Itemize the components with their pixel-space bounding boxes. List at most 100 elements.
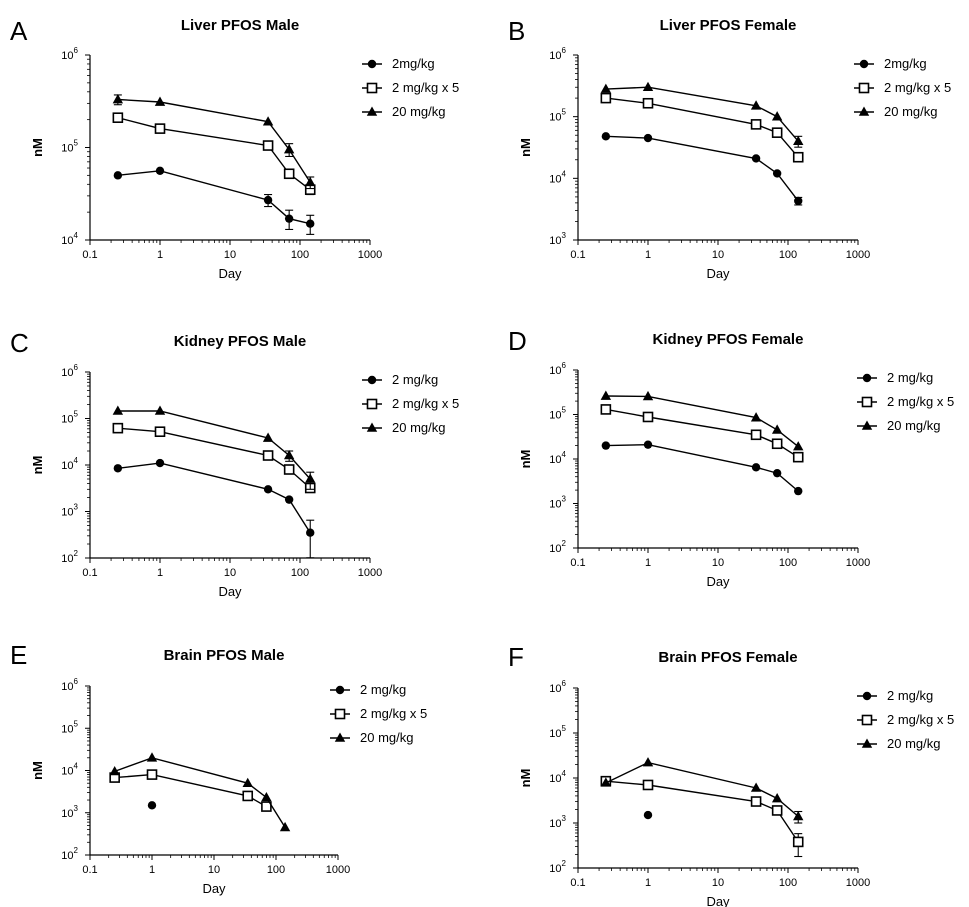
y-tick-exponent: 3 — [562, 231, 567, 240]
chart-title: Kidney PFOS Male — [174, 333, 307, 350]
series-line — [117, 117, 311, 191]
y-tick-label: 103 — [549, 814, 566, 830]
legend: 2mg/kg 2 mg/kg x 5 20 mg/kg — [362, 56, 459, 119]
legend-marker — [861, 420, 873, 430]
data-point — [642, 411, 654, 423]
data-point — [794, 486, 803, 496]
x-tick-label: 10 — [712, 877, 724, 889]
y-tick-exponent: 5 — [562, 108, 567, 117]
y-tick-label: 105 — [61, 139, 78, 155]
data-point — [600, 777, 612, 787]
data-point — [283, 450, 295, 460]
data-point — [751, 463, 761, 472]
x-tick-label: 0.1 — [82, 567, 97, 579]
data-point — [262, 432, 274, 442]
legend-label: 2 mg/kg x 5 — [360, 706, 427, 721]
y-tick-base: 10 — [61, 553, 73, 565]
series-1 — [600, 775, 804, 858]
y-tick-exponent: 3 — [562, 814, 567, 823]
data-point — [642, 779, 654, 791]
legend-marker — [861, 738, 873, 748]
data-point — [112, 112, 124, 123]
series-1 — [109, 769, 272, 812]
data-point — [283, 168, 295, 180]
data-point — [284, 214, 294, 223]
y-tick-base: 10 — [61, 367, 73, 379]
y-tick-base: 10 — [61, 723, 73, 735]
legend-marker — [367, 375, 377, 385]
series-1 — [600, 92, 804, 163]
y-tick-base: 10 — [549, 543, 561, 555]
y-tick-label: 103 — [61, 804, 78, 820]
legend-label: 2 mg/kg — [360, 682, 406, 697]
legend-label: 2mg/kg — [884, 56, 927, 71]
y-tick-label: 106 — [549, 46, 566, 62]
data-point — [279, 821, 291, 832]
x-axis-label: Day — [218, 266, 242, 281]
data-point — [284, 495, 294, 504]
legend-marker — [858, 82, 870, 94]
data-point — [750, 429, 762, 441]
data-point — [112, 405, 124, 415]
data-point — [771, 424, 783, 434]
legend-label: 2 mg/kg x 5 — [887, 712, 954, 727]
legend-marker — [366, 106, 378, 116]
y-tick-exponent: 5 — [74, 410, 79, 419]
data-point — [261, 791, 272, 802]
y-tick-base: 10 — [549, 454, 561, 466]
data-point — [262, 450, 274, 461]
chart-title: Liver PFOS Male — [181, 17, 299, 34]
x-tick-label: 1 — [645, 877, 651, 889]
legend-marker — [859, 59, 869, 69]
legend-marker — [367, 59, 377, 69]
legend-label: 20 mg/kg — [392, 420, 445, 435]
x-tick-label: 10 — [712, 557, 724, 569]
series-line — [117, 410, 311, 480]
y-tick-base: 10 — [61, 50, 73, 62]
data-point — [154, 405, 166, 415]
y-tick-label: 103 — [549, 231, 566, 247]
legend-marker — [861, 714, 873, 726]
data-point — [305, 176, 316, 187]
chart-title: Brain PFOS Male — [164, 647, 285, 664]
y-tick-base: 10 — [61, 681, 73, 693]
y-tick-base: 10 — [549, 728, 561, 740]
legend-label: 2 mg/kg x 5 — [887, 394, 954, 409]
y-tick-label: 105 — [549, 724, 566, 740]
y-tick-exponent: 2 — [74, 549, 79, 558]
panel-label: D — [508, 326, 527, 356]
data-point — [792, 836, 804, 848]
y-axis-label: nM — [518, 138, 533, 157]
legend: 2 mg/kg 2 mg/kg x 5 20 mg/kg — [362, 372, 459, 435]
legend-marker — [861, 396, 873, 408]
x-tick-label: 100 — [779, 557, 797, 569]
series-1 — [112, 112, 316, 196]
chart-title: Liver PFOS Female — [660, 17, 797, 34]
legend-label: 2mg/kg — [392, 56, 435, 71]
y-tick-label: 105 — [549, 108, 566, 124]
x-tick-label: 1000 — [846, 877, 870, 889]
y-tick-base: 10 — [61, 808, 73, 820]
legend: 2mg/kg 2 mg/kg x 5 20 mg/kg — [854, 56, 951, 119]
x-tick-label: 1 — [645, 249, 651, 261]
series-0 — [147, 801, 157, 810]
data-point — [642, 757, 654, 767]
x-tick-label: 10 — [208, 864, 220, 876]
x-tick-label: 1 — [157, 567, 163, 579]
y-tick-base: 10 — [549, 863, 561, 875]
legend-marker — [862, 691, 872, 701]
panel-label: B — [508, 16, 525, 46]
x-axis-label: Day — [706, 574, 730, 589]
x-tick-label: 100 — [291, 249, 309, 261]
legend-label: 2 mg/kg x 5 — [392, 80, 459, 95]
series-0 — [601, 132, 803, 206]
x-tick-label: 0.1 — [82, 864, 97, 876]
legend-label: 20 mg/kg — [392, 104, 445, 119]
x-tick-label: 100 — [779, 877, 797, 889]
y-tick-base: 10 — [61, 507, 73, 519]
data-point — [601, 132, 611, 141]
data-point — [113, 171, 123, 180]
series-line — [605, 780, 799, 843]
legend-label: 2 mg/kg — [887, 688, 933, 703]
